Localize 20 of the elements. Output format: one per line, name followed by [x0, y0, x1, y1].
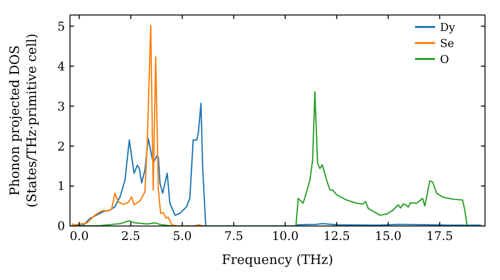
- y-tick-label: 4: [57, 59, 66, 74]
- x-tick-label: 12.5: [323, 229, 350, 243]
- x-axis-title: Frequency (THz): [222, 253, 334, 268]
- x-tick-label: 10.0: [272, 229, 299, 243]
- line-series: [71, 24, 204, 226]
- x-tick-label: 5.0: [172, 229, 192, 243]
- y-tick-label: 0: [57, 219, 65, 234]
- legend-label: O: [440, 53, 450, 66]
- legend-label: Se: [440, 37, 454, 50]
- legend-label: Dy: [440, 21, 456, 34]
- y-tick-label: 2: [57, 139, 65, 154]
- x-tick-label: 17.5: [426, 229, 454, 243]
- x-tick-label: 2.5: [121, 229, 140, 243]
- y-tick-label: 3: [57, 99, 65, 114]
- x-tick-label: 0.0: [70, 229, 89, 243]
- x-tick-label: 7.5: [224, 229, 244, 243]
- y-axis-title: Phonon projected DOS (States/THz·primitive cell): [8, 33, 40, 208]
- x-tick-label: 15.0: [374, 229, 402, 243]
- y-tick-label: 1: [57, 179, 65, 194]
- y-tick-label: 5: [57, 19, 65, 34]
